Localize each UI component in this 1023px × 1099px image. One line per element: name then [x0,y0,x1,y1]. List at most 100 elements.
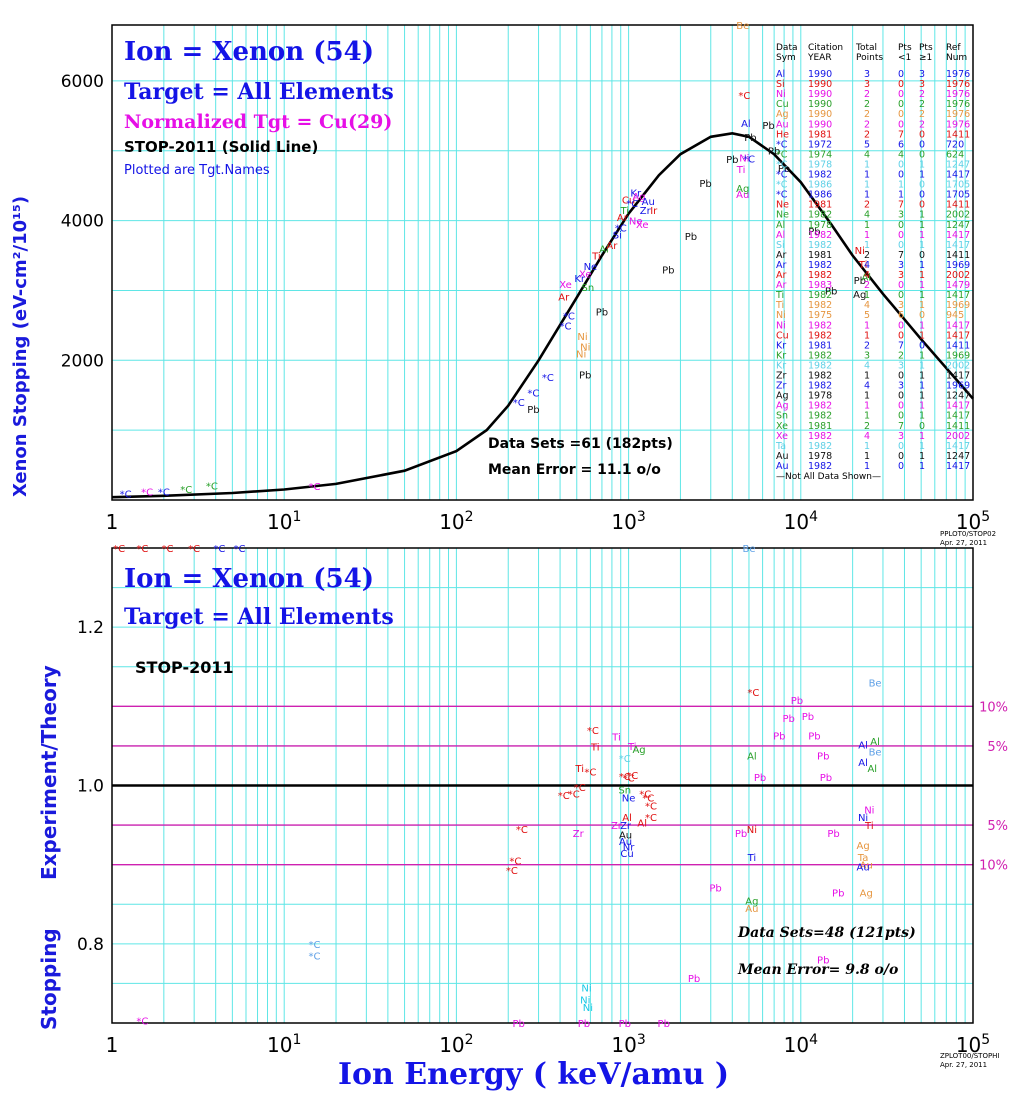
table-cell-ge: 1 [919,159,925,170]
table-cell-pts: 4 [864,260,870,271]
table-cell-ref: 1417 [946,371,970,382]
bottom-data-point: Ni [864,805,874,816]
table-cell-lt: 0 [898,451,904,462]
bottom-data-point: Pb [802,712,814,723]
table-cell-year: 1982 [808,230,832,241]
bottom-stats-datasets: Data Sets=48 (121pts) [737,925,916,941]
table-cell-ge: 2 [919,109,925,120]
bottom-data-point: *C [587,726,599,737]
top-data-point: Ni [580,342,590,353]
error-bands: 10% 5% 5% 10% [112,700,1008,874]
top-data-point: Sn [582,283,595,294]
table-cell-ref: 1247 [946,451,970,462]
bottom-data-point: *C [645,813,657,824]
bottom-data-point: Ti [747,853,757,864]
top-x-tick-label: 103 [611,509,645,534]
top-y-tick-labels: 2000 4000 6000 [61,72,104,371]
table-cell-sym: Ar [776,280,786,291]
table-cell-pts: 1 [864,411,870,422]
table-cell-ref: 1411 [946,250,970,261]
table-cell-ge: 3 [919,79,925,90]
bottom-data-point: Al [858,758,868,769]
top-data-point: Ag [853,290,866,301]
table-cell-sym: Ne [776,200,789,211]
table-cell-ref: 1969 [946,381,970,392]
table-cell-year: 1978 [808,220,832,231]
table-cell-lt: 3 [898,260,904,271]
bottom-data-point: Ag [632,745,645,756]
table-cell-ref: 1417 [946,441,970,452]
bottom-data-point: Ti [864,821,874,832]
table-cell-pts: 2 [864,99,870,110]
table-cell-sym: Ni [776,89,786,100]
bottom-data-point: Ni [580,995,590,1006]
bottom-data-point: Ti [574,764,584,775]
table-cell-year: 1983 [808,280,832,291]
table-cell-pts: 1 [864,159,870,170]
bottom-y-tick-label: 0.8 [77,935,104,955]
top-data-point: Pb [762,121,774,132]
table-cell-lt: 0 [898,411,904,422]
bottom-x-tick-label: 101 [267,1032,301,1057]
top-data-point: Pb [825,286,837,297]
table-cell-ref: 1417 [946,230,970,241]
table-cell-pts: 4 [864,431,870,442]
table-cell-year: 1982 [808,401,832,412]
table-cell-pts: 4 [864,149,870,160]
bottom-data-point: Pb [832,888,844,899]
top-data-points: *C*C*CPb*C*CArXeXeKrNeSnTiAlNiNiNiPbPbAr… [120,21,871,501]
table-cell-ge: 1 [919,270,925,281]
table-cell-ref: 1976 [946,119,970,130]
table-cell-pts: 1 [864,290,870,301]
bottom-data-point: Pb [754,773,766,784]
error-band-label: 10% [979,859,1008,874]
bottom-x-tick-label: 102 [439,1032,473,1057]
table-cell-ge: 1 [919,280,925,291]
bottom-y-axis-label-2: Experiment/Theory [37,665,61,880]
table-cell-sym: Cu [776,99,789,110]
table-cell-lt: 0 [898,230,904,241]
bottom-data-point: Pb [773,732,785,743]
top-x-tick-label: 1 [106,510,119,534]
table-cell-pts: 2 [864,89,870,100]
top-data-point: Xe [559,280,572,291]
table-cell-sym: Sn [776,411,788,422]
table-cell-sym: Au [776,461,789,472]
table-cell-year: 1986 [808,190,832,201]
bottom-data-point: *C [309,940,321,951]
table-cell-lt: 7 [898,129,904,140]
table-cell-year: 1981 [808,200,832,211]
table-cell-sym: Ni [776,320,786,331]
top-data-point: Cu [622,196,635,207]
table-cell-year: 1990 [808,69,832,80]
bottom-data-point: Au [856,862,869,873]
bottom-data-point: Pb [782,714,794,725]
top-y-axis-label: Xenon Stopping (eV-cm²/10¹⁵) [10,196,31,497]
table-cell-ge: 1 [919,290,925,301]
bottom-data-point: *C [509,857,521,868]
table-cell-year: 1978 [808,451,832,462]
table-cell-ge: 2 [919,119,925,130]
table-cell-pts: 5 [864,310,870,321]
table-cell-ge: 1 [919,300,925,311]
top-data-point: Ir [650,206,658,217]
table-header-bottom: Points [856,53,883,63]
top-data-point: Pb [744,133,756,144]
table-cell-lt: 0 [898,99,904,110]
top-x-tick-label: 101 [267,509,301,534]
table-cell-ref: 1976 [946,69,970,80]
table-cell-ref: 1976 [946,89,970,100]
bottom-data-point: Pb [619,1019,631,1030]
table-cell-year: 1982 [808,320,832,331]
table-cell-pts: 4 [864,381,870,392]
table-cell-year: 1990 [808,89,832,100]
table-cell-year: 1981 [808,250,832,261]
table-cell-ref: 1417 [946,320,970,331]
top-grid [111,25,974,500]
theory-curve [111,131,974,499]
bottom-data-point: Pb [709,884,721,895]
table-cell-pts: 1 [864,170,870,181]
table-cell-ref: 1411 [946,129,970,140]
bottom-data-point: *C [645,801,657,812]
table-cell-ref: 1969 [946,350,970,361]
